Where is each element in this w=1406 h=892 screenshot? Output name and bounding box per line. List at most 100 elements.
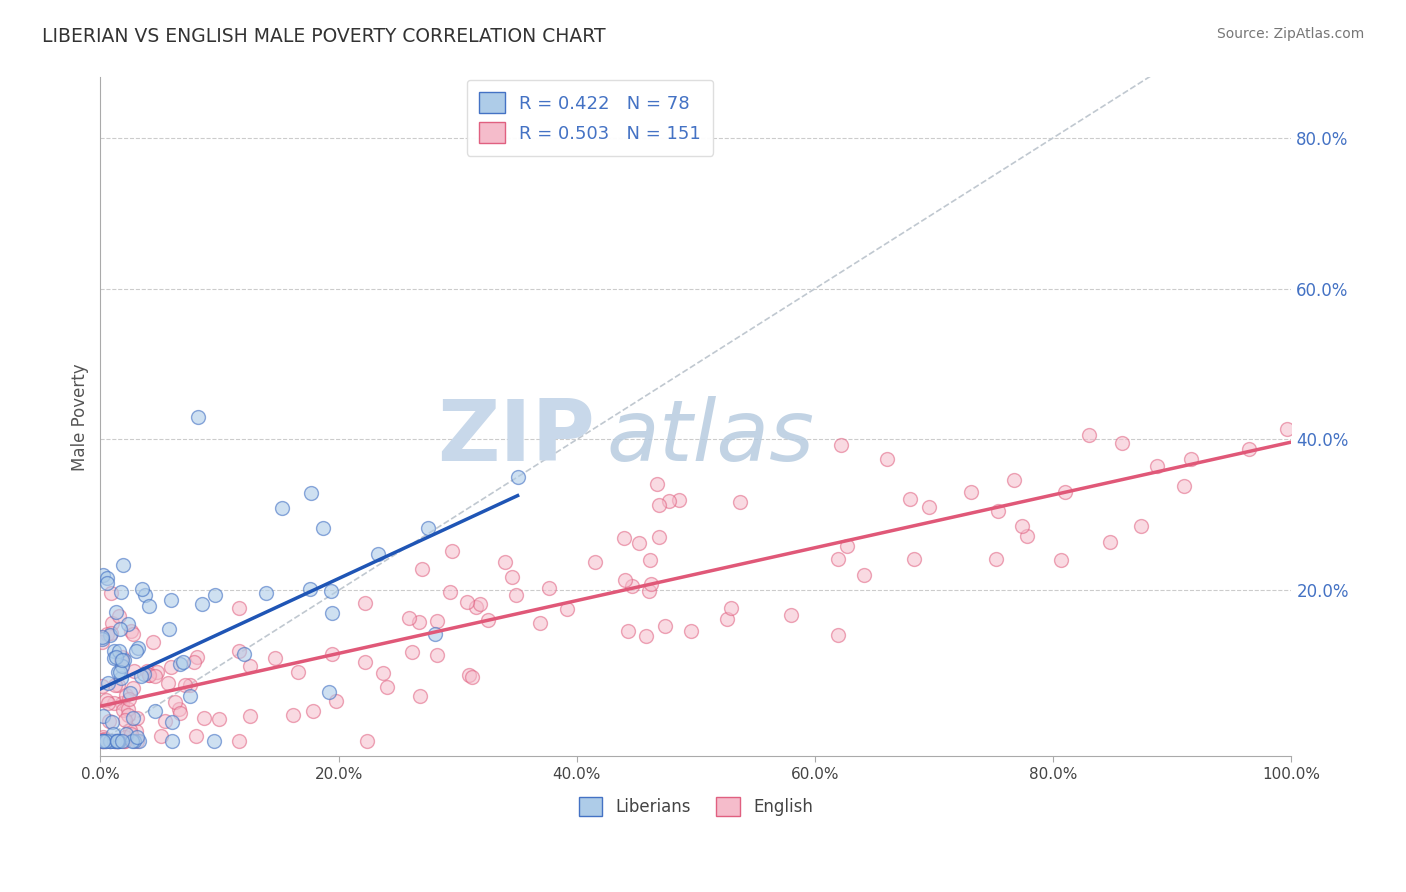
Point [157, 676, 180, 690]
Point [120, 686, 142, 700]
Point [477, 614, 499, 628]
Point [104, 734, 127, 748]
Point [167, 702, 190, 716]
Point [640, 577, 662, 591]
Point [114, 734, 136, 748]
Point [125, 724, 148, 739]
Point [98, 734, 121, 748]
Point [1275, 422, 1298, 436]
Point [228, 601, 250, 615]
Point [90, 632, 112, 646]
Point [93, 732, 115, 747]
Point [138, 599, 160, 613]
Point [111, 734, 134, 748]
Point [131, 582, 153, 597]
Point [830, 438, 852, 452]
Point [302, 704, 325, 718]
Point [416, 520, 439, 534]
Point [165, 695, 187, 709]
Point [179, 689, 201, 703]
Point [505, 588, 527, 602]
Point [679, 624, 702, 638]
Point [153, 714, 176, 729]
Point [835, 540, 858, 554]
Point [301, 486, 323, 500]
Text: atlas: atlas [606, 396, 814, 479]
Point [112, 734, 135, 748]
Point [401, 645, 423, 659]
Point [105, 649, 128, 664]
Point [353, 655, 375, 669]
Point [127, 641, 149, 656]
Point [1050, 552, 1073, 566]
Point [159, 659, 181, 673]
Point [111, 696, 134, 710]
Point [668, 493, 690, 508]
Point [468, 597, 491, 611]
Point [120, 624, 142, 639]
Point [169, 706, 191, 720]
Point [654, 619, 676, 633]
Point [90, 680, 112, 694]
Point [117, 701, 139, 715]
Point [648, 498, 671, 512]
Point [118, 691, 141, 706]
Point [103, 734, 125, 748]
Point [91, 734, 114, 748]
Point [157, 623, 180, 637]
Point [90, 631, 112, 645]
Point [107, 644, 129, 658]
Point [115, 688, 138, 702]
Point [135, 665, 157, 679]
Point [827, 628, 849, 642]
Point [898, 491, 921, 506]
Point [458, 667, 481, 681]
Point [228, 643, 250, 657]
Point [1017, 529, 1039, 543]
Point [122, 711, 145, 725]
Point [398, 610, 420, 624]
Point [114, 713, 136, 727]
Point [117, 617, 139, 632]
Point [112, 653, 135, 667]
Text: ZIP: ZIP [437, 396, 595, 479]
Point [1077, 428, 1099, 442]
Point [321, 648, 343, 662]
Point [93, 734, 115, 748]
Point [456, 595, 478, 609]
Point [100, 616, 122, 631]
Point [105, 734, 128, 748]
Point [107, 734, 129, 748]
Point [104, 733, 127, 747]
Point [408, 615, 430, 630]
Point [1002, 473, 1025, 487]
Point [208, 712, 231, 726]
Point [191, 597, 214, 611]
Point [103, 650, 125, 665]
Point [91, 734, 114, 748]
Point [903, 551, 925, 566]
Point [122, 627, 145, 641]
Point [105, 605, 128, 619]
Point [325, 694, 347, 708]
Point [94, 693, 117, 707]
Point [1111, 436, 1133, 450]
Point [105, 734, 128, 748]
Point [411, 562, 433, 576]
Point [97, 696, 120, 710]
Point [1098, 535, 1121, 549]
Point [111, 653, 134, 667]
Point [613, 573, 636, 587]
Point [132, 666, 155, 681]
Point [143, 669, 166, 683]
Point [506, 470, 529, 484]
Point [852, 568, 875, 582]
Point [426, 614, 449, 628]
Point [409, 690, 432, 704]
Point [281, 708, 304, 723]
Point [104, 678, 127, 692]
Point [100, 734, 122, 748]
Point [780, 608, 803, 623]
Point [120, 723, 142, 737]
Point [174, 678, 197, 692]
